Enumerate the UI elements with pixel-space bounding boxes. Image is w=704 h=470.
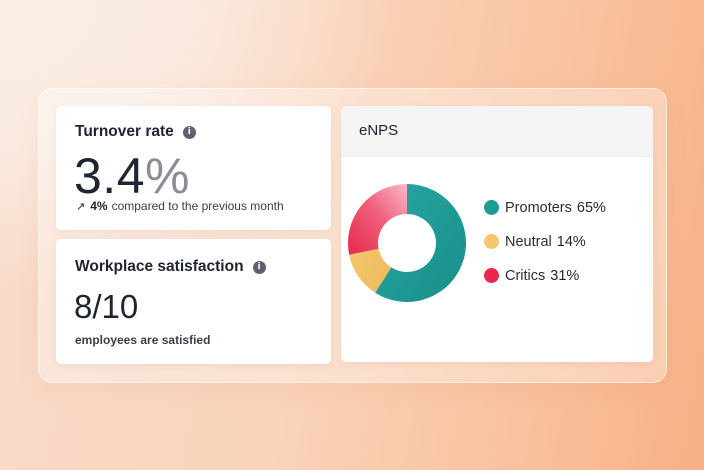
enps-header: eNPS	[341, 106, 653, 157]
legend-label: Neutral	[505, 233, 552, 250]
legend-value: 14%	[556, 233, 586, 250]
turnover-unit: %	[145, 148, 190, 204]
turnover-title-row: Turnover rate i	[75, 123, 196, 141]
turnover-value: 3.4%	[74, 150, 190, 202]
legend-label: Critics	[505, 267, 546, 284]
turnover-delta-text: compared to the previous month	[111, 199, 284, 213]
turnover-card: Turnover rate i 3.4% ↗ 4% compared to th…	[56, 106, 331, 230]
arrow-up-right-icon: ↗	[76, 199, 86, 213]
legend-item-promoters: Promoters 65%	[484, 199, 606, 216]
promoters-dot-icon	[484, 200, 499, 215]
turnover-delta-value: 4%	[90, 199, 108, 213]
satisfaction-caption: employees are satisfied	[75, 333, 211, 347]
legend-item-critics: Critics 31%	[484, 267, 606, 284]
donut-slice-promoters	[375, 184, 466, 302]
satisfaction-title-row: Workplace satisfaction i	[75, 258, 266, 276]
legend-item-neutral: Neutral 14%	[484, 233, 606, 250]
enps-legend: Promoters 65% Neutral 14% Critics 31%	[484, 199, 606, 301]
neutral-dot-icon	[484, 234, 499, 249]
satisfaction-card: Workplace satisfaction i 8/10 employees …	[56, 239, 331, 364]
turnover-number: 3.4	[74, 148, 146, 204]
satisfaction-title: Workplace satisfaction	[75, 258, 244, 275]
enps-donut-chart	[348, 184, 466, 302]
turnover-delta: ↗ 4% compared to the previous month	[76, 199, 284, 213]
turnover-title: Turnover rate	[75, 123, 174, 140]
info-icon[interactable]: i	[252, 260, 266, 274]
critics-dot-icon	[484, 268, 499, 283]
legend-value: 31%	[550, 267, 580, 284]
enps-title: eNPS	[359, 122, 399, 139]
legend-label: Promoters	[505, 199, 572, 216]
satisfaction-value: 8/10	[74, 288, 139, 325]
donut-slice-critics	[348, 184, 407, 255]
enps-card: eNPS Promoters 65% Ne	[341, 106, 653, 362]
legend-value: 65%	[576, 199, 606, 216]
info-icon[interactable]: i	[182, 125, 196, 139]
donut-slice-neutral	[349, 248, 392, 293]
